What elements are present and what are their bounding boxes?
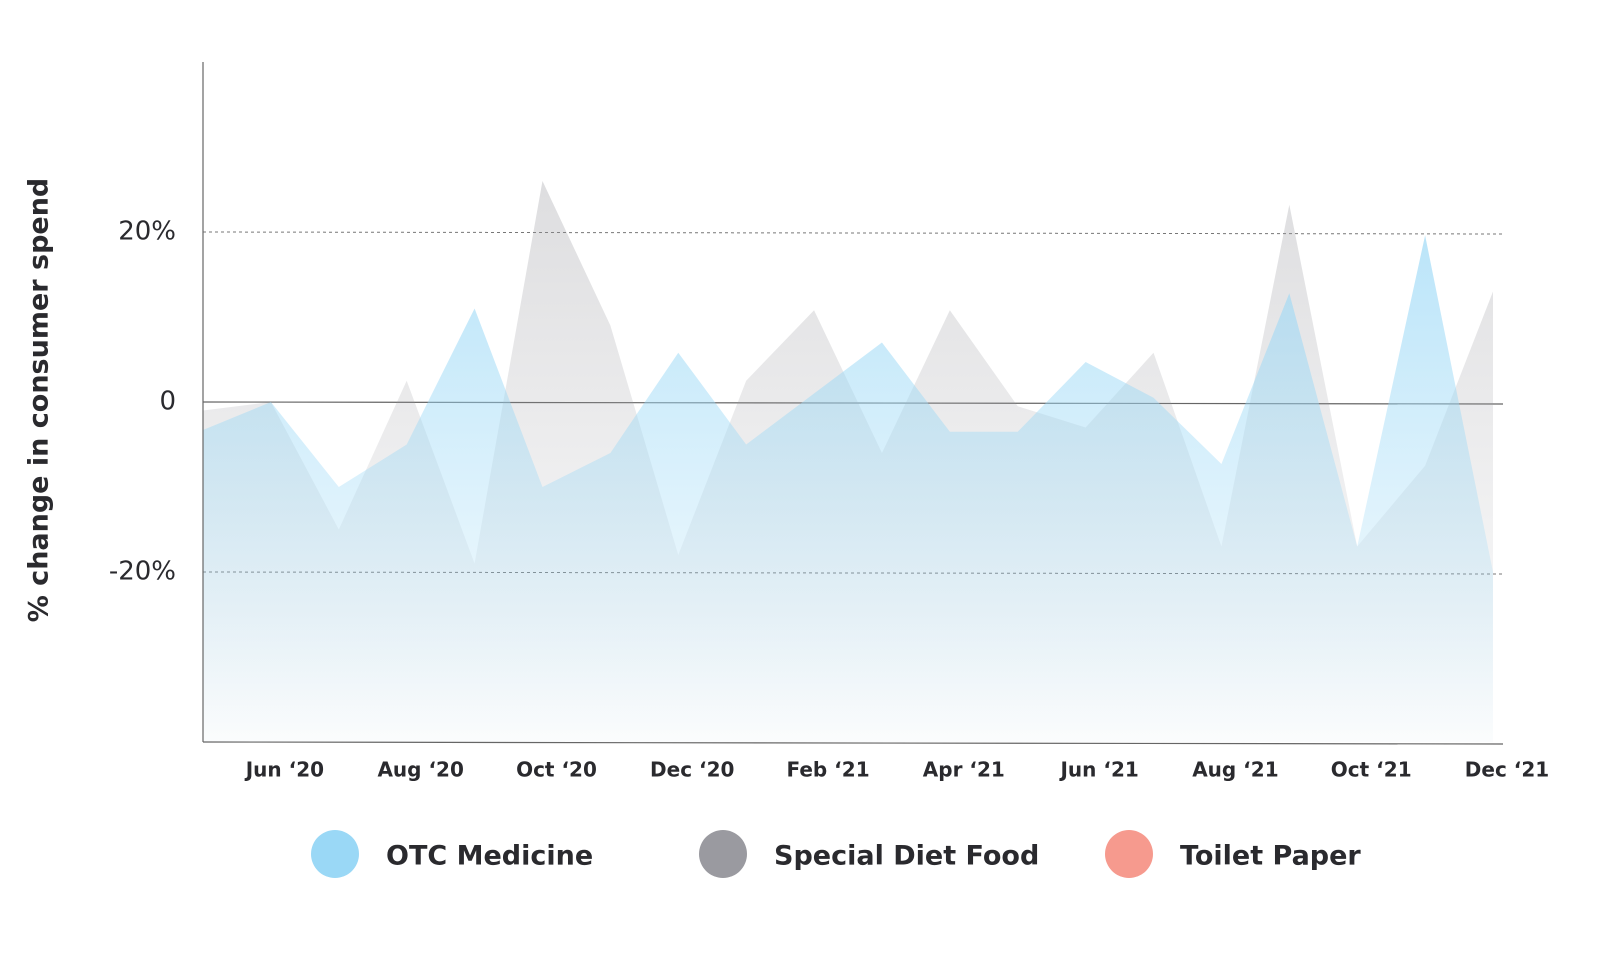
y-tick-label: -20%: [109, 557, 176, 587]
x-tick-label: Jun ‘20: [244, 758, 324, 782]
grid-line: [202, 231, 1504, 235]
x-tick-label: Aug ‘20: [377, 758, 463, 782]
x-tick-label: Aug ‘21: [1192, 758, 1278, 782]
x-tick-label: Dec ‘21: [1465, 758, 1549, 782]
x-axis: [202, 741, 1504, 745]
x-tick-label: Feb ‘21: [786, 758, 869, 782]
x-tick-label: Oct ‘21: [1331, 758, 1412, 782]
legend-label: OTC Medicine: [386, 841, 593, 872]
x-tick-label: Dec ‘20: [650, 758, 734, 782]
area: [203, 235, 1493, 742]
y-tick-label: 20%: [118, 217, 176, 247]
y-axis-title: % change in consumer spend: [24, 178, 55, 623]
legend-label: Special Diet Food: [774, 841, 1039, 872]
x-tick-label: Jun ‘21: [1058, 758, 1138, 782]
x-tick-label: Apr ‘21: [923, 758, 1005, 782]
legend-swatch: [311, 830, 359, 878]
y-tick-label: 0: [159, 387, 176, 417]
legend-label: Toilet Paper: [1180, 841, 1361, 872]
legend-swatch: [1105, 830, 1153, 878]
legend-swatch: [699, 830, 747, 878]
x-tick-label: Oct ‘20: [516, 758, 597, 782]
